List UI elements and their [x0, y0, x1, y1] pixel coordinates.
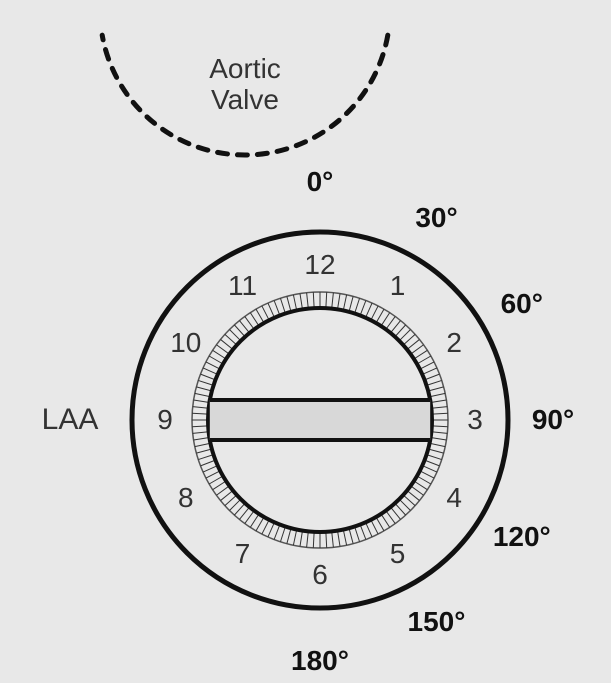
- hour-label-7: 7: [235, 538, 251, 570]
- hour-label-2: 2: [446, 327, 462, 359]
- degree-label-30: 30°: [415, 202, 457, 234]
- clock-horizontal-band: [210, 400, 430, 440]
- laa-label: LAA: [42, 403, 99, 437]
- hour-label-6: 6: [312, 559, 328, 591]
- diagram-stage: Aortic Valve LAA 0° 30° 60° 90° 120° 150° 180°…: [0, 0, 611, 683]
- hour-label-9: 9: [157, 404, 173, 436]
- aortic-valve-label-line1: Aortic: [209, 53, 281, 84]
- hour-label-10: 10: [170, 327, 201, 359]
- hour-label-8: 8: [178, 482, 194, 514]
- degree-label-120: 120°: [493, 521, 551, 553]
- hour-label-3: 3: [467, 404, 483, 436]
- hour-label-11: 11: [228, 270, 257, 302]
- degree-label-90: 90°: [532, 404, 574, 436]
- aortic-valve-label: Aortic Valve: [209, 54, 281, 116]
- hour-label-1: 1: [390, 270, 406, 302]
- aortic-valve-label-line2: Valve: [211, 84, 279, 115]
- degree-label-150: 150°: [408, 606, 466, 638]
- degree-label-60: 60°: [501, 288, 543, 320]
- hour-label-5: 5: [390, 538, 406, 570]
- diagram-svg: [0, 0, 611, 683]
- hour-label-4: 4: [446, 482, 462, 514]
- degree-label-180: 180°: [291, 645, 349, 677]
- hour-label-12: 12: [304, 249, 335, 281]
- degree-label-0: 0°: [307, 166, 334, 198]
